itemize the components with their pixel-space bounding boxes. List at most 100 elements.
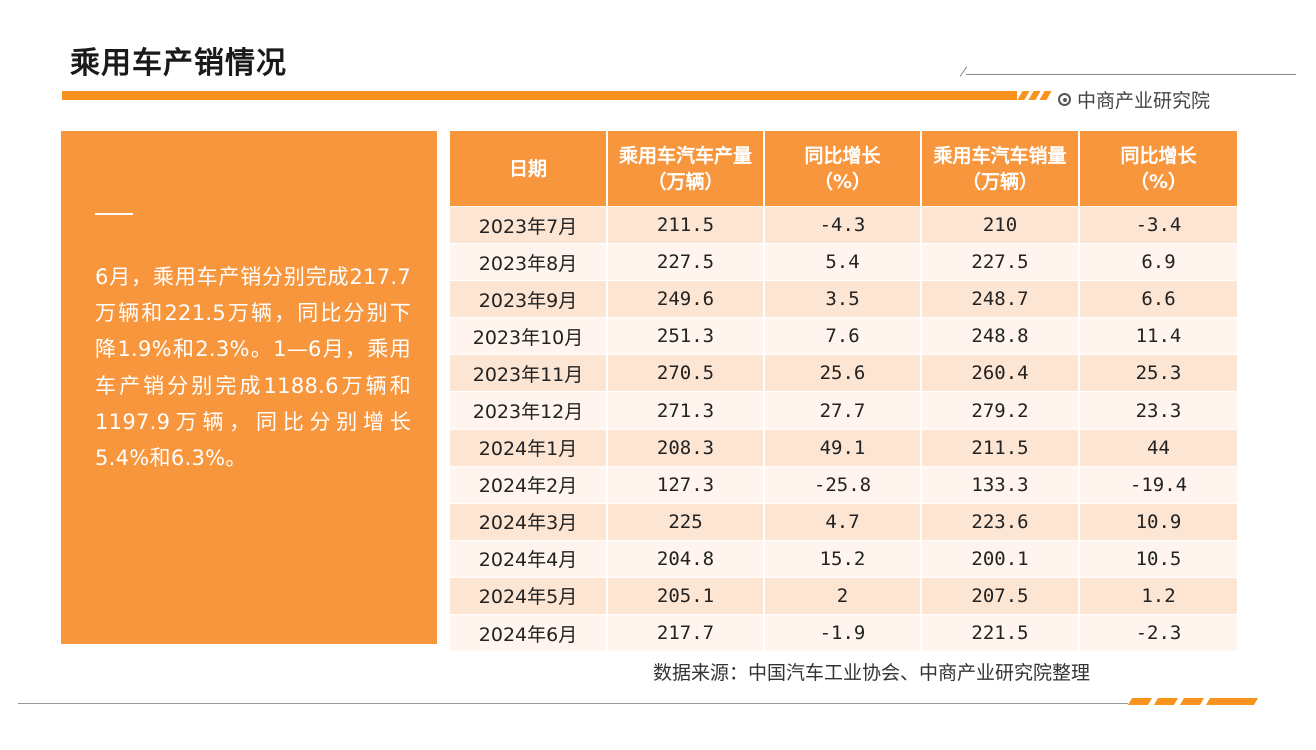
table-row: 2023年7月 211.5 -4.3 210 -3.4 bbox=[450, 205, 1237, 244]
brand-circle-icon bbox=[1058, 93, 1071, 106]
sales-cell: 133.3 bbox=[921, 465, 1080, 504]
production-header: 乘用车汽车产量 （万辆） bbox=[607, 131, 765, 207]
production-cell: 204.8 bbox=[607, 539, 765, 578]
production-yoy-cell: 4.7 bbox=[764, 502, 922, 541]
date-cell: 2024年5月 bbox=[450, 576, 608, 615]
table-row: 2023年9月 249.6 3.5 248.7 6.6 bbox=[450, 280, 1237, 318]
footer-line bbox=[18, 703, 1128, 704]
production-yoy-cell: -1.9 bbox=[764, 614, 922, 652]
sales-cell: 200.1 bbox=[921, 539, 1080, 578]
header-slash-decoration bbox=[1017, 91, 1052, 100]
date-cell: 2024年3月 bbox=[450, 502, 608, 541]
production-cell: 249.6 bbox=[607, 280, 765, 318]
sales-yoy-cell: 1.2 bbox=[1079, 576, 1237, 615]
production-cell: 217.7 bbox=[607, 614, 765, 652]
header-label: 同比增长 bbox=[804, 144, 881, 167]
header-unit: （万辆） bbox=[961, 170, 1038, 193]
production-yoy-cell: -4.3 bbox=[764, 205, 922, 244]
table-row: 2023年11月 270.5 25.6 260.4 25.3 bbox=[450, 354, 1237, 392]
sales-cell: 223.6 bbox=[921, 502, 1080, 541]
date-cell: 2024年2月 bbox=[450, 465, 608, 504]
date-cell: 2023年7月 bbox=[450, 205, 608, 244]
page-title: 乘用车产销情况 bbox=[70, 46, 287, 81]
summary-text: 6月，乘用车产销分别完成217.7万辆和221.5万辆，同比分别下降1.9%和2… bbox=[95, 265, 411, 471]
production-cell: 271.3 bbox=[607, 391, 765, 430]
header-diagonal-line bbox=[959, 66, 968, 77]
production-yoy-header: 同比增长 （%） bbox=[764, 131, 922, 207]
date-header: 日期 bbox=[450, 131, 608, 207]
date-cell: 2023年10月 bbox=[450, 317, 608, 355]
header-accent-bar bbox=[62, 91, 1017, 100]
sales-yoy-cell: -3.4 bbox=[1079, 205, 1237, 244]
header-label: 同比增长 bbox=[1120, 144, 1197, 167]
sales-cell: 279.2 bbox=[921, 391, 1080, 430]
production-yoy-cell: 25.6 bbox=[764, 354, 922, 392]
production-yoy-cell: 7.6 bbox=[764, 317, 922, 355]
production-yoy-cell: -25.8 bbox=[764, 465, 922, 504]
production-cell: 208.3 bbox=[607, 428, 765, 467]
production-cell: 205.1 bbox=[607, 576, 765, 615]
sales-yoy-cell: 23.3 bbox=[1079, 391, 1237, 430]
table-row: 2023年10月 251.3 7.6 248.8 11.4 bbox=[450, 317, 1237, 355]
sales-yoy-cell: -19.4 bbox=[1079, 465, 1237, 504]
summary-panel: 6月，乘用车产销分别完成217.7万辆和221.5万辆，同比分别下降1.9%和2… bbox=[61, 131, 437, 644]
header-label: 乘用车汽车产量 bbox=[618, 144, 752, 167]
production-cell: 225 bbox=[607, 502, 765, 541]
header-thin-line bbox=[966, 74, 1296, 75]
date-cell: 2024年6月 bbox=[450, 614, 608, 652]
footer-accent-bar bbox=[1126, 698, 1259, 705]
header-label: 乘用车汽车销量 bbox=[933, 144, 1067, 167]
production-yoy-cell: 15.2 bbox=[764, 539, 922, 578]
sales-cell: 211.5 bbox=[921, 428, 1080, 467]
sales-yoy-cell: 10.9 bbox=[1079, 502, 1237, 541]
date-cell: 2023年12月 bbox=[450, 391, 608, 430]
date-cell: 2023年8月 bbox=[450, 243, 608, 281]
sales-yoy-cell: 44 bbox=[1079, 428, 1237, 467]
sales-cell: 221.5 bbox=[921, 614, 1080, 652]
sales-cell: 210 bbox=[921, 205, 1080, 244]
date-cell: 2023年9月 bbox=[450, 280, 608, 318]
sales-yoy-cell: 25.3 bbox=[1079, 354, 1237, 392]
date-cell: 2024年1月 bbox=[450, 428, 608, 467]
table-row: 2024年2月 127.3 -25.8 133.3 -19.4 bbox=[450, 465, 1237, 504]
date-cell: 2023年11月 bbox=[450, 354, 608, 392]
production-cell: 251.3 bbox=[607, 317, 765, 355]
data-source-note: 数据来源：中国汽车工业协会、中商产业研究院整理 bbox=[653, 662, 1091, 684]
header-label: 日期 bbox=[508, 157, 547, 180]
production-cell: 127.3 bbox=[607, 465, 765, 504]
sales-cell: 248.8 bbox=[921, 317, 1080, 355]
header-unit: （%） bbox=[813, 170, 872, 193]
production-cell: 227.5 bbox=[607, 243, 765, 281]
production-yoy-cell: 3.5 bbox=[764, 280, 922, 318]
sales-cell: 227.5 bbox=[921, 243, 1080, 281]
sales-yoy-cell: 6.6 bbox=[1079, 280, 1237, 318]
sales-cell: 207.5 bbox=[921, 576, 1080, 615]
table-row: 2024年4月 204.8 15.2 200.1 10.5 bbox=[450, 539, 1237, 578]
production-cell: 211.5 bbox=[607, 205, 765, 244]
table-row: 2024年1月 208.3 49.1 211.5 44 bbox=[450, 428, 1237, 467]
header-unit: （万辆） bbox=[647, 170, 724, 193]
production-yoy-cell: 49.1 bbox=[764, 428, 922, 467]
header-unit: （%） bbox=[1129, 170, 1188, 193]
table-body: 2023年7月 211.5 -4.3 210 -3.4 2023年8月 227.5 5.4 22… bbox=[450, 205, 1237, 652]
table-row: 2023年12月 271.3 27.7 279.2 23.3 bbox=[450, 391, 1237, 430]
sales-yoy-header: 同比增长 （%） bbox=[1079, 131, 1237, 207]
table-row: 2024年5月 205.1 2 207.5 1.2 bbox=[450, 576, 1237, 615]
production-sales-table: 日期 乘用车汽车产量 （万辆） 同比增长 （%） 乘用车汽车销量 （万辆） 同比增长 （%） 2… bbox=[450, 131, 1237, 652]
table-row: 2024年6月 217.7 -1.9 221.5 -2.3 bbox=[450, 614, 1237, 652]
sales-cell: 248.7 bbox=[921, 280, 1080, 318]
sales-cell: 260.4 bbox=[921, 354, 1080, 392]
production-yoy-cell: 5.4 bbox=[764, 243, 922, 281]
sales-header: 乘用车汽车销量 （万辆） bbox=[921, 131, 1080, 207]
brand-name: 中商产业研究院 bbox=[1077, 90, 1211, 112]
table-row: 2024年3月 225 4.7 223.6 10.9 bbox=[450, 502, 1237, 541]
production-yoy-cell: 27.7 bbox=[764, 391, 922, 430]
sales-yoy-cell: -2.3 bbox=[1079, 614, 1237, 652]
production-yoy-cell: 2 bbox=[764, 576, 922, 615]
date-cell: 2024年4月 bbox=[450, 539, 608, 578]
table-header-row: 日期 乘用车汽车产量 （万辆） 同比增长 （%） 乘用车汽车销量 （万辆） 同比增长 （%） bbox=[450, 131, 1237, 207]
table-row: 2023年8月 227.5 5.4 227.5 6.9 bbox=[450, 243, 1237, 281]
sales-yoy-cell: 10.5 bbox=[1079, 539, 1237, 578]
sales-yoy-cell: 6.9 bbox=[1079, 243, 1237, 281]
summary-divider bbox=[95, 213, 133, 215]
